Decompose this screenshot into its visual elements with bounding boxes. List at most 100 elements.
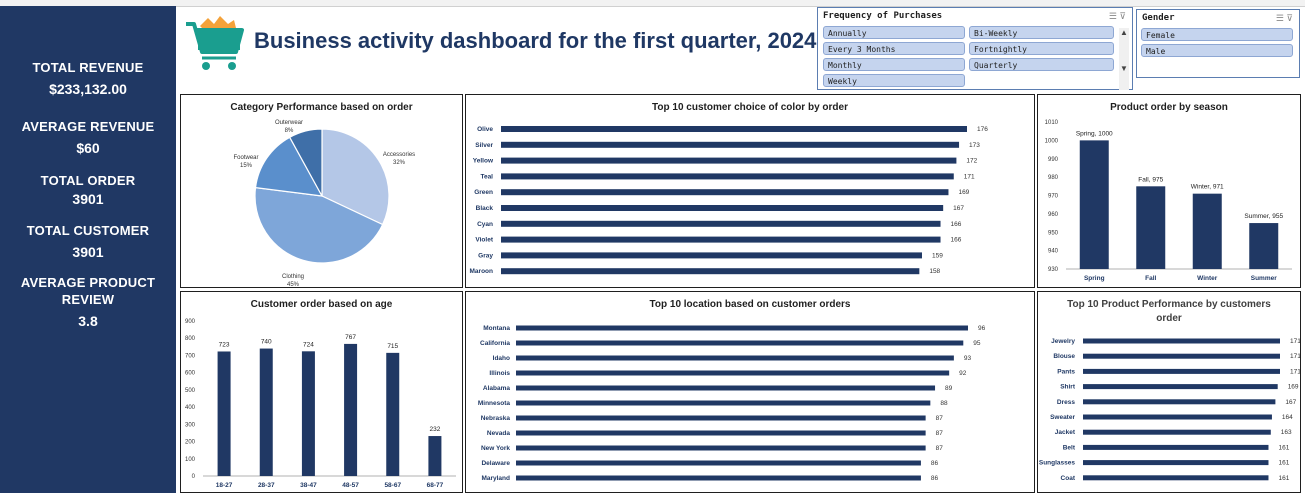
bar (1083, 384, 1278, 390)
data-label: 167 (953, 205, 964, 212)
data-label: 89 (945, 385, 953, 392)
data-label: 87 (936, 430, 944, 437)
tick-label: 970 (1048, 194, 1059, 200)
frequency-slicer[interactable]: Frequency of Purchases ☰ ⊽ Annually Bi-W… (817, 7, 1133, 90)
data-label: 171 (1290, 368, 1300, 375)
bar (1192, 193, 1222, 269)
slicer-item-female[interactable]: Female (1141, 28, 1293, 41)
tick-label: 990 (1048, 157, 1059, 163)
tick-label: Illinois (489, 370, 510, 377)
bar (259, 348, 273, 476)
kpi-panel: TOTAL REVENUE $233,132.00 AVERAGE REVENU… (0, 6, 176, 493)
filter-icon[interactable]: ☰ ⊽ (1108, 11, 1126, 21)
tick-label: 0 (192, 474, 196, 480)
data-label: 166 (951, 237, 962, 244)
bar (501, 220, 941, 227)
slicer-item-weekly[interactable]: Weekly (823, 74, 965, 87)
data-label: 715 (387, 343, 398, 350)
data-label: 96 (978, 325, 986, 332)
spreadsheet-grid-strip (0, 0, 1305, 7)
bar (1249, 223, 1279, 269)
tick-label: Sunglasses (1039, 460, 1076, 467)
tick-label: Violet (475, 237, 493, 244)
data-label: 87 (936, 415, 944, 422)
tick-label: Spring (1084, 275, 1105, 282)
kpi-value: 3.8 (78, 313, 98, 329)
slicer-item-every-3-months[interactable]: Every 3 Months (823, 42, 965, 55)
tick-label: Alabama (483, 385, 510, 392)
kpi-average-product-review: AVERAGE PRODUCT REVIEW 3.8 (0, 275, 176, 329)
chart-title: Top 10 Product Performance by customers (1067, 299, 1271, 310)
bar (516, 385, 936, 391)
slicer-item-monthly[interactable]: Monthly (823, 58, 965, 71)
slicer-title: Frequency of Purchases (823, 11, 943, 21)
bar (301, 351, 315, 476)
bar (516, 430, 926, 436)
bar (516, 325, 968, 331)
slicer-item-male[interactable]: Male (1141, 44, 1293, 57)
tick-label: 700 (185, 353, 196, 359)
slice-value-label: 32% (393, 160, 406, 166)
tick-label: 800 (185, 336, 196, 342)
slicer-title: Gender (1142, 13, 1175, 23)
tick-label: Blouse (1053, 353, 1075, 360)
data-label: 161 (1278, 460, 1289, 467)
slice-value-label: 15% (240, 163, 253, 169)
data-label: 86 (931, 475, 939, 482)
kpi-label: TOTAL CUSTOMER (26, 223, 150, 238)
tick-label: Coat (1061, 475, 1076, 482)
bar (1083, 444, 1269, 450)
slicer-item-bi-weekly[interactable]: Bi-Weekly (969, 26, 1114, 39)
filter-icon[interactable]: ☰ ⊽ (1275, 13, 1293, 23)
data-label: 169 (958, 189, 969, 196)
page-title: Business activity dashboard for the firs… (254, 28, 823, 53)
category-performance-panel: Category Performance based on order Acce… (180, 94, 463, 288)
tick-label: 400 (185, 405, 196, 411)
bar (386, 352, 400, 476)
bar (1083, 368, 1280, 374)
tick-label: Idaho (493, 355, 510, 362)
tick-label: Black (476, 205, 494, 212)
tick-label: 600 (185, 371, 196, 377)
bar (501, 205, 944, 211)
tick-label: Delaware (481, 460, 510, 467)
bar (1083, 399, 1276, 405)
data-label: 723 (219, 341, 230, 348)
gender-slicer[interactable]: Gender ☰ ⊽ Female Male (1136, 9, 1300, 78)
slicer-item-quarterly[interactable]: Quarterly (969, 58, 1114, 71)
tick-label: 38-47 (300, 482, 317, 489)
tick-label: Fall (1145, 275, 1156, 282)
kpi-label: AVERAGE REVENUE (21, 119, 155, 134)
kpi-value: $233,132.00 (49, 81, 127, 97)
data-label: 767 (345, 334, 356, 341)
slicer-scrollbar[interactable]: ▲ ▼ (1119, 28, 1129, 90)
bar (516, 445, 926, 451)
pie-slice (321, 128, 390, 226)
data-label: 86 (931, 460, 939, 467)
tick-label: Olive (477, 126, 493, 133)
slicer-item-fortnightly[interactable]: Fortnightly (969, 42, 1114, 55)
bar (1079, 140, 1109, 269)
kpi-total-order: TOTAL ORDER 3901 (0, 173, 176, 207)
slicer-item-annually[interactable]: Annually (823, 26, 965, 39)
location-panel: Top 10 location based on customer orders… (465, 291, 1035, 493)
kpi-label: TOTAL REVENUE (32, 60, 144, 75)
bar (516, 355, 954, 361)
kpi-label: AVERAGE PRODUCT (20, 275, 156, 290)
data-label: 159 (932, 252, 943, 259)
tick-label: 500 (185, 388, 196, 394)
bar (217, 351, 231, 476)
bar (516, 475, 921, 481)
tick-label: 48-57 (342, 482, 359, 489)
product-bar-chart: Jewelry 171 Blouse 171 Pants 171 Shirt 169 Dress… (1039, 338, 1300, 482)
tick-label: 200 (185, 440, 196, 446)
data-label: 171 (1290, 338, 1300, 345)
tick-label: Montana (483, 325, 510, 332)
tick-label: Minnesota (478, 400, 511, 407)
slice-value-label: 8% (285, 128, 294, 134)
tick-label: Dress (1057, 399, 1075, 406)
data-label: 169 (1288, 384, 1299, 391)
tick-label: Teal (480, 173, 493, 180)
data-label: Winter, 971 (1191, 184, 1224, 191)
tick-label: 950 (1048, 230, 1059, 236)
